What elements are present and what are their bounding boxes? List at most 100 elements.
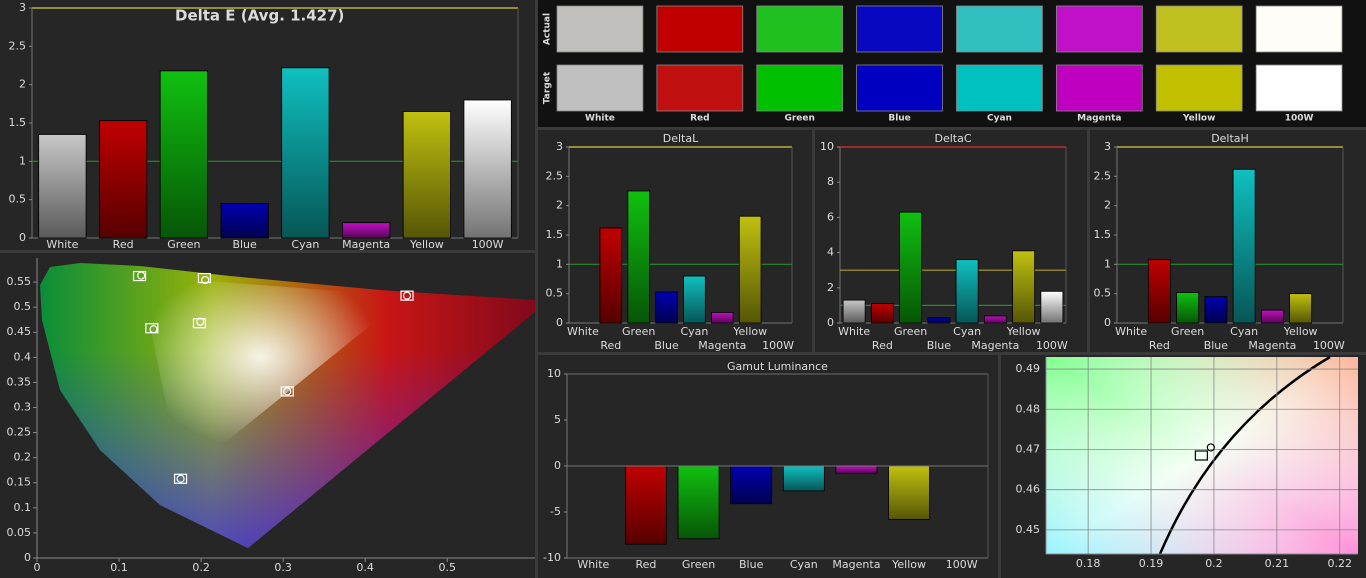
x-tick-label: Magenta <box>832 558 880 571</box>
swatch <box>1255 64 1343 112</box>
x-tick-label: Blue <box>232 238 257 251</box>
target-point <box>400 290 414 301</box>
x-tick-label: Cyan <box>291 238 319 251</box>
bar <box>99 120 148 239</box>
y-tick-label: 3 <box>556 140 563 153</box>
measured-point <box>283 387 292 396</box>
swatch <box>556 5 644 53</box>
x-tick-label: Red <box>600 339 621 352</box>
x-tick-label: Cyan <box>680 325 708 338</box>
x-tick-label: Yellow <box>1283 325 1318 338</box>
measured-point <box>1206 443 1215 452</box>
x-tick-label: 100W <box>1036 339 1068 352</box>
chart-title: Delta E (Avg. 1.427) <box>175 7 344 25</box>
y-tick-label: 3 <box>19 1 26 14</box>
x-tick-label: 0.22 <box>1328 557 1353 570</box>
x-tick-label: 0.4 <box>356 561 374 574</box>
column-label: White <box>585 114 615 124</box>
x-tick-label: White <box>46 238 78 251</box>
y-tick-label: 2.5 <box>9 39 27 52</box>
y-tick-label: 2 <box>19 78 26 91</box>
x-tick-label: Blue <box>1204 339 1229 352</box>
y-tick-label: 0.2 <box>14 451 32 464</box>
x-tick-label: Yellow <box>1006 325 1041 338</box>
y-tick-label: 0.1 <box>14 501 32 514</box>
target-point <box>132 270 147 282</box>
swatch <box>556 64 644 112</box>
measured-point <box>137 271 146 280</box>
bar <box>888 465 930 520</box>
y-tick-label: 2 <box>827 281 834 294</box>
x-tick-label: Cyan <box>953 325 981 338</box>
bar <box>1204 296 1228 324</box>
measured-point <box>149 325 158 334</box>
x-tick-label: Magenta <box>342 238 390 251</box>
y-tick-label: 0.5 <box>546 287 564 300</box>
target-point <box>280 386 294 397</box>
y-tick-label: 3 <box>1104 140 1111 153</box>
bar <box>677 465 720 540</box>
x-tick-label: 0.3 <box>274 561 292 574</box>
y-tick-label: 2 <box>556 199 563 212</box>
chart-title: DeltaC <box>934 132 971 145</box>
swatch <box>756 64 844 112</box>
bar <box>955 259 979 324</box>
swatch <box>1055 5 1143 53</box>
y-tick-label: 0.05 <box>7 526 32 539</box>
chart-title: DeltaH <box>1211 132 1249 145</box>
y-tick-label: 0.25 <box>7 426 32 439</box>
swatch <box>656 5 744 53</box>
y-tick-label: 0.5 <box>1094 287 1112 300</box>
x-tick-label: White <box>577 558 609 571</box>
y-tick-label: 0.49 <box>1016 362 1041 375</box>
bar <box>711 312 734 324</box>
bar <box>1012 250 1036 324</box>
swatch <box>856 5 943 53</box>
y-tick-label: 6 <box>827 210 834 223</box>
x-tick-label: 0 <box>34 561 41 574</box>
x-tick-label: Blue <box>654 339 679 352</box>
swatch <box>656 64 744 112</box>
swatch <box>756 5 844 53</box>
bar <box>1232 168 1256 324</box>
bar <box>402 111 451 239</box>
x-tick-label: Blue <box>927 339 952 352</box>
row-label: Actual <box>543 13 553 45</box>
x-tick-label: Red <box>635 558 656 571</box>
x-tick-label: Green <box>1171 325 1204 338</box>
target-point <box>197 272 211 284</box>
y-tick-label: 1.5 <box>546 228 564 241</box>
y-tick-label: 2 <box>1104 199 1111 212</box>
x-tick-label: Red <box>1149 339 1170 352</box>
x-tick-label: 100W <box>762 339 794 352</box>
column-label: Cyan <box>987 114 1012 124</box>
bar <box>899 211 923 324</box>
zoom-background <box>1046 355 1358 555</box>
y-tick-label: 0.5 <box>9 193 27 206</box>
y-tick-label: 1 <box>1104 257 1111 270</box>
bar <box>683 275 706 324</box>
x-tick-label: Blue <box>739 558 764 571</box>
swatch <box>956 64 1043 112</box>
target-point <box>173 473 188 484</box>
y-tick-label: 4 <box>827 246 834 259</box>
bar <box>983 315 1007 324</box>
bar <box>599 227 623 324</box>
y-tick-label: 10 <box>820 140 834 153</box>
column-label: Red <box>690 114 709 124</box>
x-tick-label: 100W <box>1313 339 1345 352</box>
x-tick-label: Cyan <box>1230 325 1258 338</box>
bar <box>38 134 87 239</box>
y-tick-label: 5 <box>554 413 561 426</box>
x-tick-label: Magenta <box>971 339 1019 352</box>
x-tick-label: 0.5 <box>438 561 456 574</box>
y-tick-label: -10 <box>543 551 561 564</box>
bar <box>738 215 762 324</box>
bar <box>1260 309 1284 324</box>
y-tick-label: 0 <box>556 316 563 329</box>
y-tick-label: 0.45 <box>1016 523 1041 536</box>
y-tick-label: 10 <box>547 367 561 380</box>
column-label: Blue <box>888 114 910 124</box>
x-tick-label: 0.1 <box>110 561 128 574</box>
